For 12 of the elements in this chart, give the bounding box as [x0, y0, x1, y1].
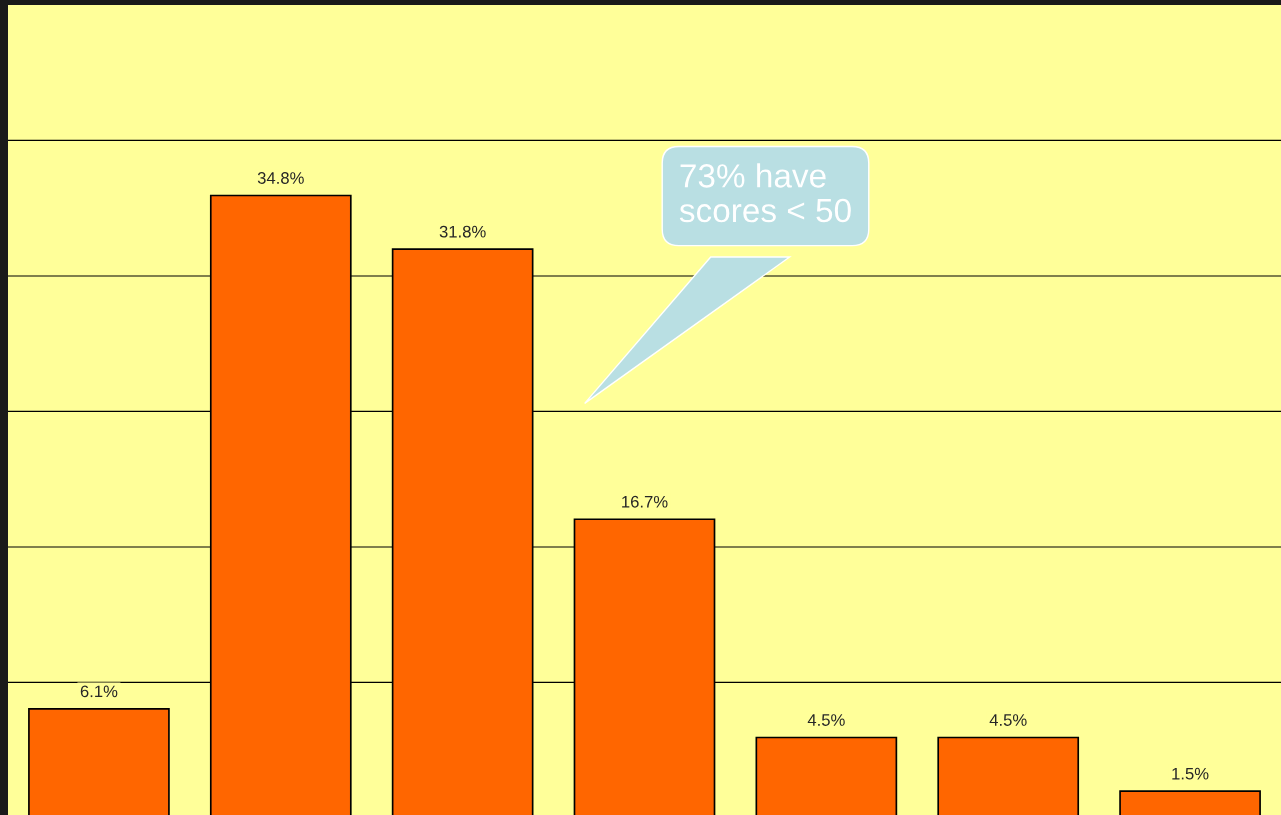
- bar: [937, 736, 1080, 815]
- data-label: 34.8%: [257, 172, 304, 184]
- data-label: 6.1%: [80, 685, 118, 698]
- data-label: 1.5%: [1172, 767, 1209, 780]
- bar: [1119, 790, 1261, 815]
- data-label: 16.7%: [622, 495, 668, 508]
- bar: [28, 708, 170, 815]
- bar: [755, 736, 898, 815]
- data-label: 31.8%: [439, 225, 486, 238]
- data-label: 4.5%: [807, 714, 845, 726]
- annotation: 73% have scores < 50: [679, 163, 851, 223]
- data-label: 4.5%: [989, 714, 1027, 726]
